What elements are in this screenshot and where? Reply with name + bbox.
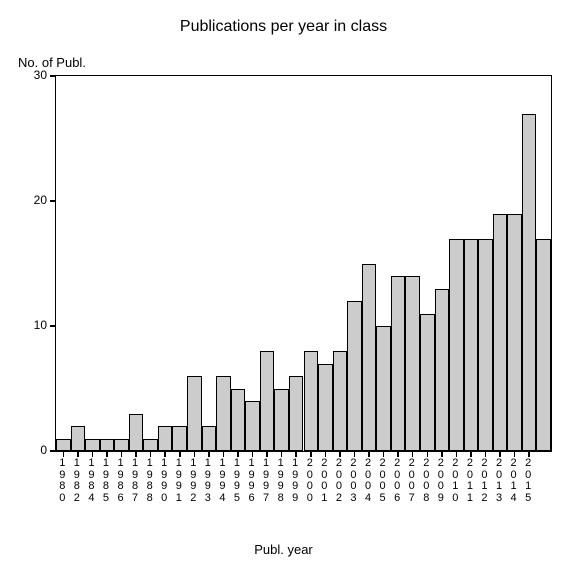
y-tick-label: 10 bbox=[17, 318, 47, 332]
bar bbox=[333, 351, 348, 451]
y-tick bbox=[50, 75, 56, 77]
y-tick-label: 0 bbox=[17, 443, 47, 457]
x-tick-label: 1997 bbox=[261, 458, 271, 504]
x-tick-label: 1986 bbox=[116, 458, 126, 504]
x-axis-title: Publ. year bbox=[0, 542, 567, 557]
x-tick-label: 1992 bbox=[188, 458, 198, 504]
bar bbox=[449, 239, 464, 452]
x-tick-label: 1990 bbox=[159, 458, 169, 504]
x-tick-label: 2006 bbox=[392, 458, 402, 504]
bar bbox=[376, 326, 391, 451]
y-tick-label: 30 bbox=[17, 68, 47, 82]
y-tick bbox=[50, 450, 56, 452]
bar bbox=[114, 439, 129, 452]
bar bbox=[405, 276, 420, 451]
x-tick-label: 1987 bbox=[130, 458, 140, 504]
x-tick-label: 1999 bbox=[290, 458, 300, 504]
x-tick-label: 1998 bbox=[276, 458, 286, 504]
x-tick-label: 1991 bbox=[174, 458, 184, 504]
bar bbox=[85, 439, 100, 452]
y-tick-label: 20 bbox=[17, 193, 47, 207]
bar bbox=[245, 401, 260, 451]
x-tick-label: 1993 bbox=[203, 458, 213, 504]
x-tick-label: 1982 bbox=[72, 458, 82, 504]
x-tick-label: 2000 bbox=[305, 458, 315, 504]
bar bbox=[304, 351, 319, 451]
chart-title: Publications per year in class bbox=[0, 18, 567, 36]
x-tick-label: 2008 bbox=[421, 458, 431, 504]
bar bbox=[143, 439, 158, 452]
x-tick-label: 2003 bbox=[348, 458, 358, 504]
bar bbox=[260, 351, 275, 451]
y-tick bbox=[50, 325, 56, 327]
x-tick-label: 2012 bbox=[479, 458, 489, 504]
bar bbox=[318, 364, 333, 452]
x-tick-label: 1995 bbox=[232, 458, 242, 504]
x-tick-label: 1985 bbox=[101, 458, 111, 504]
bars-group bbox=[56, 76, 551, 451]
bar bbox=[362, 264, 377, 452]
publications-chart: Publications per year in class No. of Pu… bbox=[0, 0, 567, 567]
bar bbox=[129, 414, 144, 452]
y-tick bbox=[50, 200, 56, 202]
x-tick-label: 2005 bbox=[378, 458, 388, 504]
x-tick-label: 2009 bbox=[436, 458, 446, 504]
x-tick-label: 1988 bbox=[145, 458, 155, 504]
plot-area bbox=[55, 75, 552, 452]
bar bbox=[391, 276, 406, 451]
bar bbox=[216, 376, 231, 451]
bar bbox=[274, 389, 289, 452]
x-tick-label: 2013 bbox=[494, 458, 504, 504]
bar bbox=[187, 376, 202, 451]
bar bbox=[536, 239, 551, 452]
bar bbox=[464, 239, 479, 452]
bar bbox=[56, 439, 71, 452]
bar bbox=[507, 214, 522, 452]
bar bbox=[202, 426, 217, 451]
x-tick-label: 2011 bbox=[465, 458, 475, 504]
x-tick-label: 2002 bbox=[334, 458, 344, 504]
x-tick-label: 1984 bbox=[86, 458, 96, 504]
x-tick-label: 1996 bbox=[247, 458, 257, 504]
bar bbox=[478, 239, 493, 452]
bar bbox=[435, 289, 450, 452]
bar bbox=[289, 376, 304, 451]
bar bbox=[420, 314, 435, 452]
bar bbox=[100, 439, 115, 452]
bar bbox=[231, 389, 246, 452]
x-tick-label: 2001 bbox=[319, 458, 329, 504]
x-tick-label: 2014 bbox=[509, 458, 519, 504]
x-tick-label: 2015 bbox=[523, 458, 533, 504]
bar bbox=[71, 426, 86, 451]
bar bbox=[172, 426, 187, 451]
x-tick-label: 1980 bbox=[57, 458, 67, 504]
bar bbox=[347, 301, 362, 451]
bar bbox=[158, 426, 173, 451]
x-tick-label: 2010 bbox=[450, 458, 460, 504]
bar bbox=[522, 114, 537, 452]
x-tick-label: 2004 bbox=[363, 458, 373, 504]
x-tick-label: 1994 bbox=[217, 458, 227, 504]
bar bbox=[493, 214, 508, 452]
x-tick-label: 2007 bbox=[407, 458, 417, 504]
